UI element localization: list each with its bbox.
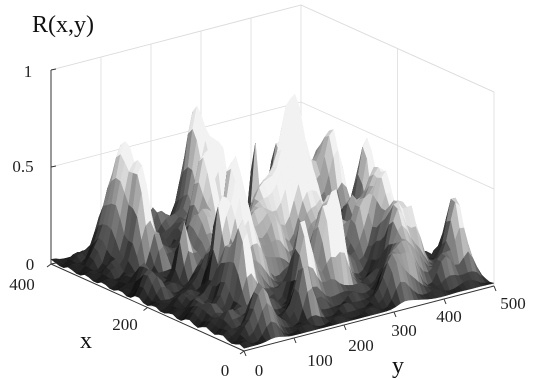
x-tick-label-200: 200	[112, 315, 138, 334]
y-tick-label-0: 0	[255, 361, 264, 380]
surface-mesh	[50, 93, 495, 349]
y-tick-mark	[243, 350, 247, 357]
z-tick-label-1: 1	[24, 62, 33, 81]
z-tick-mark	[50, 165, 57, 168]
z-tick-label-05: 0.5	[12, 157, 33, 176]
x-tick-label-400: 400	[9, 275, 35, 294]
x-tick-mark	[46, 263, 52, 268]
z-tick-mark	[50, 68, 57, 71]
y-tick-label-500: 500	[500, 294, 526, 313]
x-tick-mark	[239, 350, 245, 355]
z-tick-mark	[50, 262, 57, 265]
z-axis-label: R(x,y)	[32, 12, 94, 38]
grid-top-edge	[50, 4, 495, 93]
y-axis-line	[243, 285, 495, 352]
y-tick-label-100: 100	[307, 351, 333, 370]
x-axis-label: x	[80, 328, 92, 354]
x-tick-label-0: 0	[221, 361, 230, 380]
y-tick-mark	[443, 298, 447, 305]
y-tick-label-200: 200	[348, 336, 374, 355]
surface-facet	[239, 341, 249, 349]
axes	[46, 68, 497, 357]
y-tick-mark	[343, 324, 347, 331]
y-tick-mark	[393, 311, 397, 318]
y-tick-label-400: 400	[436, 307, 462, 326]
y-tick-mark	[493, 285, 497, 292]
y-axis-label: y	[392, 353, 404, 379]
y-tick-mark	[293, 337, 297, 344]
x-tick-mark	[143, 307, 148, 311]
y-tick-label-300: 300	[391, 321, 417, 340]
z-tick-label-0: 0	[26, 255, 35, 274]
